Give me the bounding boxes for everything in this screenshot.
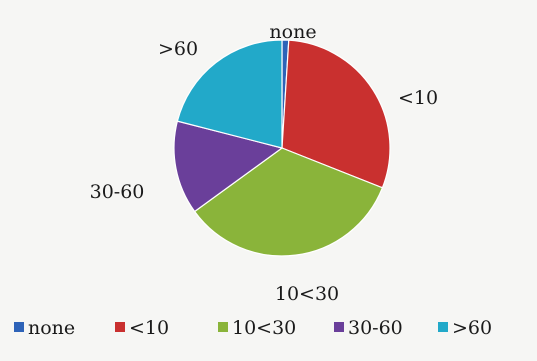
pie-slice-3 [173, 120, 284, 213]
legend-swatch-3 [334, 322, 344, 332]
legend-label-2: 10<30 [232, 317, 296, 339]
pie-slice-2 [193, 147, 384, 257]
pie-slice-1 [281, 39, 391, 189]
chart-legend: none <10 10<30 30-60 >60 [14, 317, 492, 339]
pie-slice-4 [176, 39, 283, 149]
legend-label-3: 30-60 [348, 317, 403, 339]
legend-label-4: >60 [452, 317, 492, 339]
slice-label-0: none [269, 21, 316, 43]
legend-swatch-2 [218, 322, 228, 332]
legend-label-1: <10 [129, 317, 169, 339]
legend-label-0: none [28, 317, 75, 339]
slice-label-1: <10 [398, 87, 438, 109]
legend-swatch-4 [438, 322, 448, 332]
slice-label-4: >60 [158, 38, 198, 60]
slice-label-3: 30-60 [90, 181, 145, 203]
slice-label-2: 10<30 [275, 283, 339, 305]
legend-item-4: >60 [438, 317, 492, 339]
legend-item-0: none [14, 317, 75, 339]
legend-swatch-1 [115, 322, 125, 332]
legend-item-3: 30-60 [334, 317, 403, 339]
pie-slices [173, 39, 391, 257]
legend-item-2: 10<30 [218, 317, 296, 339]
legend-swatch-0 [14, 322, 24, 332]
pie-slice-labels: none <10 10<30 30-60 >60 [90, 21, 438, 305]
legend-item-1: <10 [115, 317, 169, 339]
